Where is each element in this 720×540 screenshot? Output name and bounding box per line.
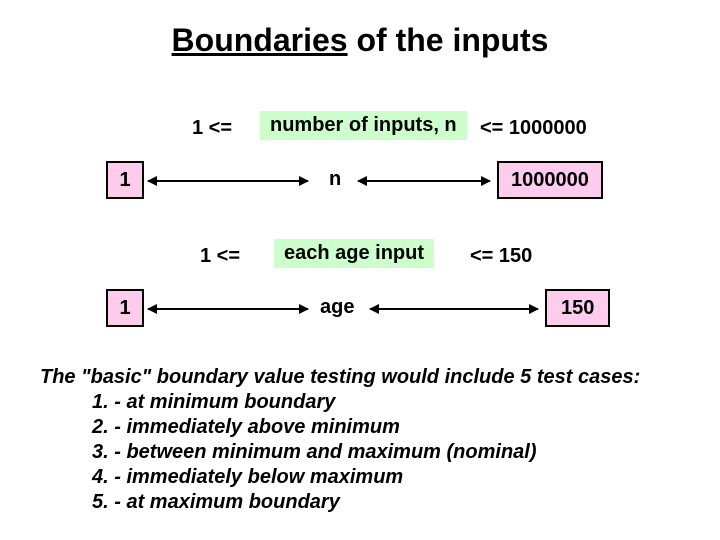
footer-lead: The "basic" boundary value testing would… (40, 365, 680, 390)
row1-mid: number of inputs, n (260, 111, 467, 140)
row3-lhs: 1 <= (200, 245, 240, 268)
row1-rhs: <= 1000000 (480, 117, 587, 140)
row4-center: age (320, 296, 354, 319)
footer-item: 3. - between minimum and maximum (nomina… (92, 440, 680, 465)
slide-title: Boundaries of the inputs (0, 22, 720, 59)
slide: Boundaries of the inputs 1 <= number of … (0, 0, 720, 540)
row1-lhs: 1 <= (192, 117, 232, 140)
row2-left-box: 1 (106, 161, 144, 199)
row2-arrow-right (358, 180, 490, 182)
row4-arrow-left (148, 308, 308, 310)
footer-item: 4. - immediately below maximum (92, 465, 680, 490)
title-rest: of the inputs (348, 22, 549, 58)
row4-right-box: 150 (545, 289, 610, 327)
title-underlined: Boundaries (172, 22, 348, 58)
footer-item: 5. - at maximum boundary (92, 490, 680, 515)
footer-block: The "basic" boundary value testing would… (40, 365, 680, 515)
footer-item: 2. - immediately above minimum (92, 415, 680, 440)
footer-item: 1. - at minimum boundary (92, 390, 680, 415)
row4-left-box: 1 (106, 289, 144, 327)
row2-right-box: 1000000 (497, 161, 603, 199)
row2-center: n (329, 168, 341, 191)
row3-mid: each age input (274, 239, 434, 268)
row2-arrow-left (148, 180, 308, 182)
row3-rhs: <= 150 (470, 245, 532, 268)
row4-arrow-right (370, 308, 538, 310)
